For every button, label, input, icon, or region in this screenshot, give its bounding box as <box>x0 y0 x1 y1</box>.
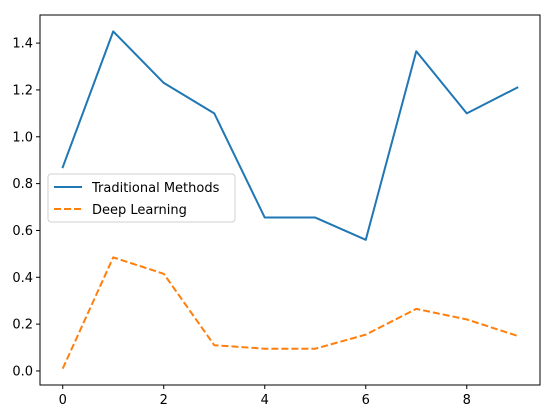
y-tick-label: 0.0 <box>12 364 33 379</box>
y-tick-label: 0.8 <box>12 177 33 192</box>
y-tick-label: 0.6 <box>12 224 33 239</box>
y-tick-label: 1.2 <box>12 83 33 98</box>
series-line-1 <box>61 30 519 241</box>
y-tick-label: 1.4 <box>12 37 33 52</box>
x-tick-label: 4 <box>261 393 269 408</box>
legend-box <box>47 173 236 223</box>
y-tick-label: 0.2 <box>12 318 33 333</box>
plot-area <box>61 30 519 370</box>
x-tick-label: 0 <box>59 393 67 408</box>
axes: 0 2 4 6 8 0.0 0.2 0.4 0.6 0.8 1.0 1.2 1.4 <box>12 14 541 408</box>
x-tick-label: 8 <box>463 393 471 408</box>
legend-label-2: Deep Learning <box>92 203 187 218</box>
legend-label-1: Traditional Methods <box>91 181 220 196</box>
y-tick-label: 1.0 <box>12 130 33 145</box>
x-tick-label: 2 <box>160 393 168 408</box>
legend: Traditional Methods Deep Learning <box>47 173 236 223</box>
x-tick-label: 6 <box>362 393 370 408</box>
y-tick-label: 0.4 <box>12 271 33 286</box>
series-line-2 <box>61 256 518 370</box>
axes-frame <box>39 14 541 386</box>
